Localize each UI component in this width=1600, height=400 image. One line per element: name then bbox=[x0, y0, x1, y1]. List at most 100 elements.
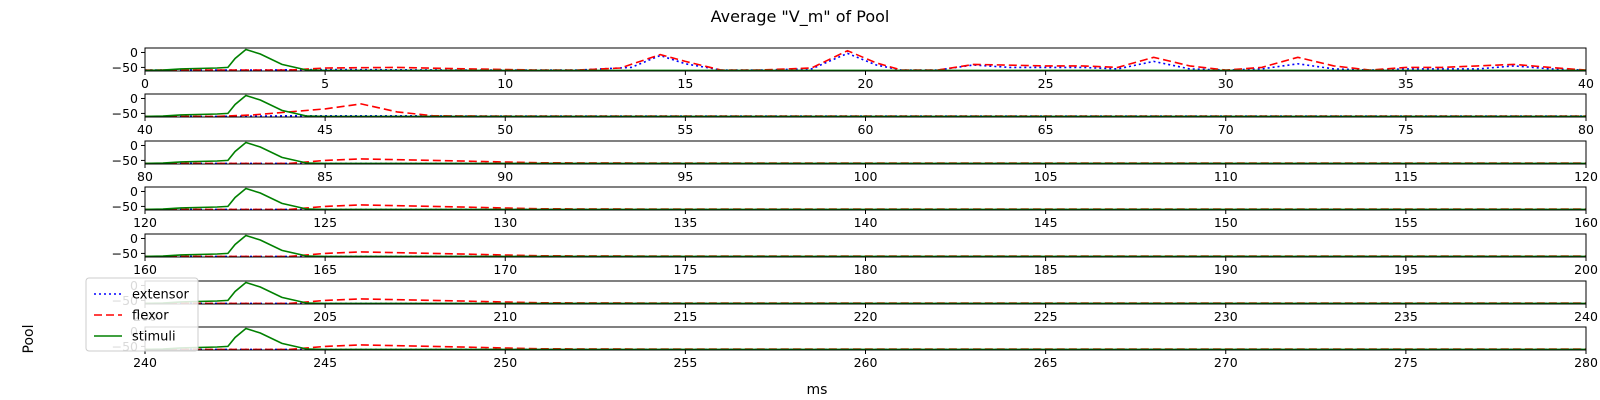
x-tick-label: 240 bbox=[1574, 309, 1598, 324]
x-tick-label: 225 bbox=[1034, 309, 1058, 324]
x-tick-label: 30 bbox=[1218, 76, 1234, 91]
series-stimuli bbox=[145, 281, 1586, 304]
subplot-lines bbox=[145, 141, 1586, 164]
y-tick-label: −50 bbox=[112, 199, 138, 214]
x-tick-label: 120 bbox=[1574, 169, 1598, 184]
legend-label-stimuli: stimuli bbox=[132, 330, 176, 345]
x-tick-label: 40 bbox=[137, 122, 153, 137]
x-tick-label: 0 bbox=[141, 76, 149, 91]
x-tick-label: 155 bbox=[1394, 215, 1418, 230]
x-tick-label: 75 bbox=[1398, 122, 1414, 137]
legend: extensor flexor stimuli bbox=[85, 277, 199, 352]
x-tick-label: 125 bbox=[313, 215, 337, 230]
x-tick-label: 240 bbox=[133, 355, 157, 370]
x-tick-label: 115 bbox=[1394, 169, 1418, 184]
x-tick-label: 90 bbox=[497, 169, 513, 184]
y-tick-label: 0 bbox=[130, 138, 138, 153]
x-tick-label: 245 bbox=[313, 355, 337, 370]
x-tick-label: 190 bbox=[1214, 262, 1238, 277]
x-tick-label: 60 bbox=[858, 122, 874, 137]
x-tick-label: 220 bbox=[854, 309, 878, 324]
y-tick-label: −50 bbox=[112, 60, 138, 75]
y-tick-label: 0 bbox=[130, 184, 138, 199]
subplot-lines bbox=[145, 327, 1586, 350]
x-tick-label: 80 bbox=[137, 169, 153, 184]
y-tick-label: 0 bbox=[130, 231, 138, 246]
x-tick-label: 235 bbox=[1394, 309, 1418, 324]
y-tick-label: 0 bbox=[130, 45, 138, 60]
legend-label-flexor: flexor bbox=[132, 309, 169, 324]
x-tick-label: 150 bbox=[1214, 215, 1238, 230]
y-tick-label: −50 bbox=[112, 153, 138, 168]
x-tick-label: 10 bbox=[497, 76, 513, 91]
x-tick-label: 175 bbox=[673, 262, 697, 277]
x-tick-label: 230 bbox=[1214, 309, 1238, 324]
x-tick-label: 165 bbox=[313, 262, 337, 277]
x-tick-label: 280 bbox=[1574, 355, 1598, 370]
x-tick-label: 100 bbox=[854, 169, 878, 184]
x-tick-label: 120 bbox=[133, 215, 157, 230]
y-axis-label: Pool bbox=[21, 325, 37, 354]
x-tick-label: 185 bbox=[1034, 262, 1058, 277]
subplot-frame bbox=[144, 93, 1587, 118]
subplot-frame bbox=[144, 233, 1587, 258]
series-flexor bbox=[145, 103, 1586, 117]
series-stimuli bbox=[145, 141, 1586, 164]
subplot-lines bbox=[145, 94, 1586, 117]
x-tick-label: 50 bbox=[497, 122, 513, 137]
x-tick-label: 275 bbox=[1394, 355, 1418, 370]
x-tick-label: 95 bbox=[677, 169, 693, 184]
legend-frame bbox=[85, 277, 199, 352]
x-tick-label: 255 bbox=[673, 355, 697, 370]
subplot-7: 0−50240245250255260265270275280 bbox=[112, 324, 1598, 370]
subplot-lines bbox=[145, 187, 1586, 210]
x-tick-label: 160 bbox=[133, 262, 157, 277]
series-stimuli bbox=[145, 234, 1586, 257]
x-tick-label: 145 bbox=[1034, 215, 1058, 230]
y-tick-label: −50 bbox=[112, 246, 138, 261]
y-tick-label: 0 bbox=[130, 91, 138, 106]
x-tick-label: 170 bbox=[493, 262, 517, 277]
subplot-lines bbox=[145, 48, 1586, 71]
x-tick-label: 110 bbox=[1214, 169, 1238, 184]
x-tick-label: 35 bbox=[1398, 76, 1414, 91]
x-tick-label: 5 bbox=[321, 76, 329, 91]
subplot-lines bbox=[145, 281, 1586, 304]
x-tick-label: 195 bbox=[1394, 262, 1418, 277]
series-stimuli bbox=[145, 327, 1586, 350]
x-tick-label: 55 bbox=[677, 122, 693, 137]
x-tick-label: 85 bbox=[317, 169, 333, 184]
x-tick-label: 40 bbox=[1578, 76, 1594, 91]
x-tick-label: 65 bbox=[1038, 122, 1054, 137]
x-tick-label: 45 bbox=[317, 122, 333, 137]
x-tick-label: 70 bbox=[1218, 122, 1234, 137]
x-tick-label: 210 bbox=[493, 309, 517, 324]
x-tick-label: 25 bbox=[1038, 76, 1054, 91]
chart-title: Average "V_m" of Pool bbox=[711, 7, 890, 27]
x-tick-label: 250 bbox=[493, 355, 517, 370]
subplot-1: 0−500 5 10 15 20 25 30 35 40 bbox=[112, 45, 1594, 91]
y-tick-label: −50 bbox=[112, 106, 138, 121]
x-tick-label: 135 bbox=[673, 215, 697, 230]
x-tick-label: 180 bbox=[854, 262, 878, 277]
subplot-frame bbox=[144, 280, 1587, 305]
x-tick-label: 130 bbox=[493, 215, 517, 230]
subplot-frame bbox=[144, 326, 1587, 351]
series-flexor bbox=[145, 49, 1586, 71]
x-tick-label: 105 bbox=[1034, 169, 1058, 184]
series-stimuli bbox=[145, 187, 1586, 210]
subplot-lines bbox=[145, 234, 1586, 257]
x-tick-label: 260 bbox=[854, 355, 878, 370]
x-tick-label: 265 bbox=[1034, 355, 1058, 370]
x-tick-label: 140 bbox=[854, 215, 878, 230]
legend-label-extensor: extensor bbox=[132, 288, 190, 303]
subplot-6: 0−50200205210215220225230235240 bbox=[112, 278, 1598, 324]
x-tick-label: 200 bbox=[1574, 262, 1598, 277]
series-stimuli bbox=[145, 94, 1586, 117]
